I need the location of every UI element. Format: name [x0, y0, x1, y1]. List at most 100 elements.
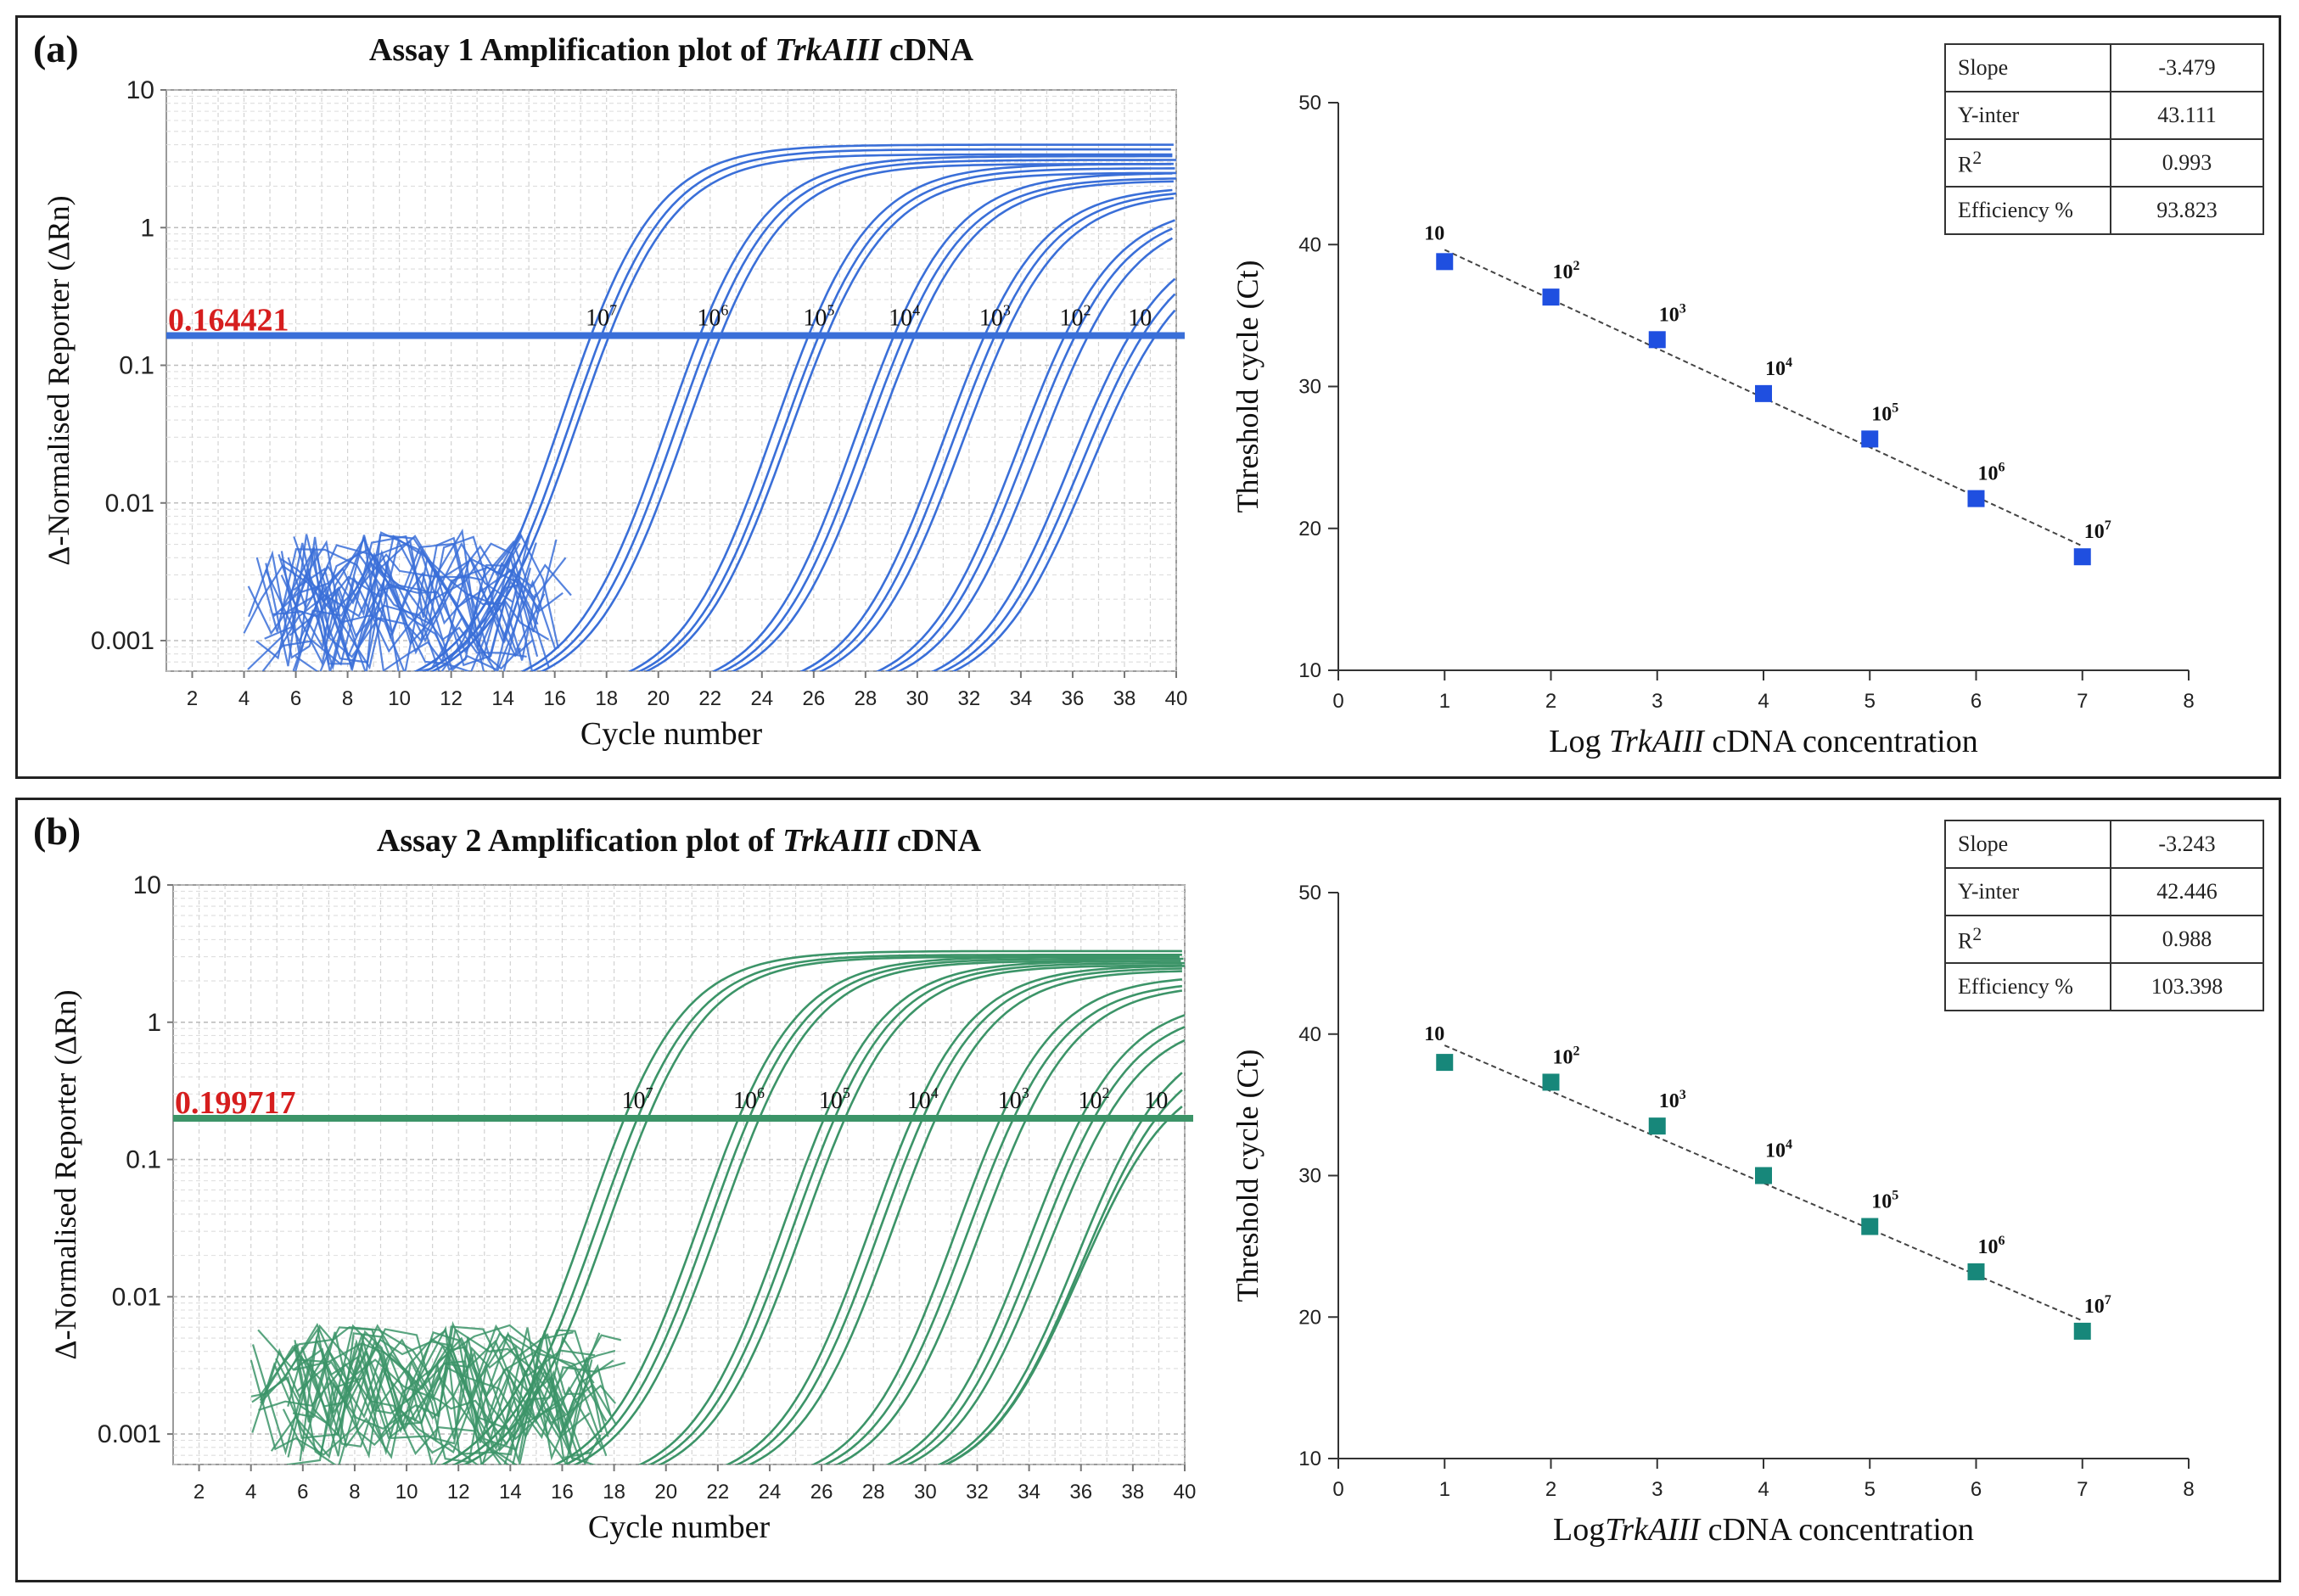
x-tick-label: 36 — [1062, 687, 1085, 710]
stats-key: Y-inter — [1944, 91, 2111, 140]
amplification-curve — [530, 159, 1176, 671]
amplification-curve — [799, 188, 1173, 671]
x-tick-label: 32 — [966, 1481, 989, 1504]
amplification-curve — [884, 227, 1173, 671]
point-label: 10 — [1424, 1023, 1444, 1045]
ct-label: 107 — [586, 301, 617, 331]
x-axis-label: Cycle number — [588, 1509, 771, 1545]
data-point — [1542, 288, 1560, 306]
x-tick-label: 7 — [2077, 1478, 2088, 1501]
x-tick-label: 4 — [1758, 690, 1769, 713]
stats-value: 0.988 — [2110, 915, 2264, 964]
x-tick-label: 7 — [2077, 690, 2088, 713]
y-tick-label: 0.001 — [98, 1420, 161, 1448]
x-tick-label: 1 — [1439, 690, 1450, 713]
x-tick-label: 12 — [440, 687, 463, 710]
x-tick-label: 24 — [759, 1481, 782, 1504]
x-tick-label: 26 — [810, 1481, 833, 1504]
x-tick-label: 8 — [2183, 1478, 2194, 1501]
x-tick-label: 30 — [906, 687, 929, 710]
x-tick-label: 2 — [1545, 1478, 1556, 1501]
amplification-plot: Assay 1 Amplification plot of TrkAIII cD… — [42, 32, 1187, 752]
stats-value: 0.993 — [2110, 138, 2264, 188]
y-tick-label: 0.001 — [91, 627, 154, 655]
stats-key: R — [1958, 152, 1973, 177]
stats-key: Efficiency % — [1944, 962, 2111, 1011]
data-point — [1648, 331, 1666, 349]
amplification-curve — [440, 949, 1182, 1464]
x-tick-label: 34 — [1018, 1481, 1040, 1504]
y-axis-label: Threshold cycle (Ct) — [1231, 260, 1264, 513]
y-axis-label: Δ-Normalised Reporter (ΔRn) — [48, 989, 82, 1359]
stats-row-r2: R2 0.993 — [1944, 138, 2264, 188]
y-tick-label: 20 — [1298, 518, 1321, 540]
stats-key-r2: R2 — [1944, 138, 2111, 188]
x-tick-label: 0 — [1332, 1478, 1343, 1501]
amplification-curve — [809, 192, 1176, 671]
y-tick-label: 40 — [1298, 1023, 1321, 1046]
amplification-curve — [944, 1106, 1183, 1464]
x-tick-label: 3 — [1651, 1478, 1663, 1501]
chart-title: Assay 1 Amplification plot of TrkAIII cD… — [369, 32, 974, 68]
amplification-curve — [811, 978, 1183, 1464]
stats-key-sup: 2 — [1972, 148, 1982, 169]
x-tick-label: 3 — [1651, 690, 1663, 713]
ct-label: 10 — [1144, 1088, 1168, 1114]
noise-trace — [287, 1324, 618, 1464]
stats-key-r2: R2 — [1944, 915, 2111, 964]
amplification-curve — [747, 970, 1182, 1464]
data-point — [2073, 548, 2091, 566]
data-point — [1648, 1117, 1666, 1135]
x-tick-label: 34 — [1010, 687, 1033, 710]
x-tick-label: 8 — [2183, 690, 2194, 713]
noise-trace — [278, 534, 533, 671]
noise-trace — [272, 537, 527, 658]
threshold-label: 0.164421 — [168, 302, 289, 338]
y-tick-label: 1 — [140, 214, 154, 242]
y-tick-label: 50 — [1298, 882, 1321, 904]
x-tick-label: 22 — [698, 687, 721, 710]
noise-trace — [299, 1332, 601, 1462]
noise-trace — [292, 549, 564, 671]
data-point — [1861, 1218, 1879, 1235]
noise-trace — [294, 552, 539, 671]
amplification-curve — [731, 180, 1174, 671]
noise-trace — [248, 528, 567, 659]
amplification-curve — [818, 197, 1175, 671]
data-point — [2073, 1322, 2091, 1340]
amplification-curve — [885, 1014, 1185, 1464]
y-tick-label: 10 — [1298, 659, 1321, 682]
chart-title-part: Assay 2 Amplification plot of — [377, 823, 782, 859]
x-tick-label: 16 — [543, 687, 566, 710]
noise-trace — [294, 1341, 575, 1463]
x-tick-label: 10 — [395, 1481, 418, 1504]
x-tick-label: 2 — [193, 1481, 205, 1504]
data-point — [1967, 490, 1985, 507]
x-axis-label-part: Log — [1549, 724, 1609, 759]
panel-b: Assay 2 Amplification plot of TrkAIII cD… — [15, 798, 2281, 1582]
data-point — [1542, 1073, 1560, 1091]
point-label: 103 — [1659, 301, 1686, 326]
x-tick-label: 28 — [854, 687, 877, 710]
stats-value: -3.479 — [2110, 43, 2264, 92]
x-tick-label: 24 — [750, 687, 773, 710]
stats-value: 103.398 — [2110, 962, 2264, 1011]
point-label: 102 — [1553, 259, 1580, 283]
y-tick-label: 10 — [133, 871, 161, 899]
chart-title-part: Assay 1 Amplification plot of — [369, 32, 775, 68]
ct-label: 103 — [979, 301, 1011, 331]
figure-a: Assay 1 Amplification plot of TrkAIII cD… — [42, 32, 2195, 759]
stats-table: Slope -3.479 Y-inter 43.111 R2 0.993 Effici… — [1944, 43, 2264, 235]
amplification-curve — [627, 163, 1171, 671]
x-tick-label: 2 — [1545, 690, 1556, 713]
x-tick-label: 4 — [1758, 1478, 1769, 1501]
x-tick-label: 26 — [802, 687, 825, 710]
point-label: 105 — [1871, 400, 1898, 425]
panel-label: (b) — [33, 809, 81, 853]
amplification-curve — [413, 143, 1174, 671]
point-label: 107 — [2084, 518, 2111, 543]
noise-trace — [294, 1325, 616, 1464]
ct-label: 104 — [889, 301, 920, 331]
noise-trace — [292, 1328, 567, 1431]
stats-value: 93.823 — [2110, 186, 2264, 235]
